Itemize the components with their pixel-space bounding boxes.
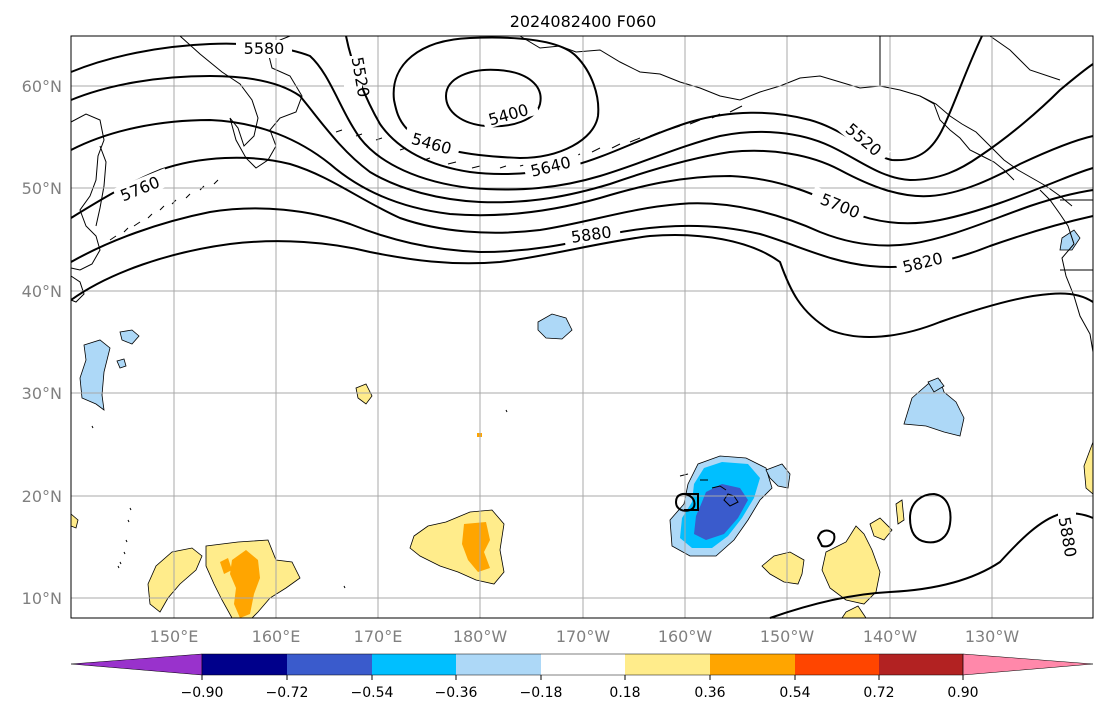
lon-label-130w: 130°W [965, 627, 1020, 646]
alaska-panhandle [919, 95, 1015, 181]
pos-patch-east-4 [895, 499, 905, 525]
contour-5700 [70, 118, 1094, 225]
colorbar-tick-neg018: −0.18 [520, 685, 563, 701]
map-border [70, 35, 1094, 619]
colorbar-tick-neg090: −0.90 [181, 685, 224, 701]
colorbar-seg-neg072 [202, 654, 287, 675]
pacific-islets [91, 409, 508, 589]
pos-patch-mid-core [462, 522, 490, 572]
contour-5880-north [70, 234, 1094, 338]
okhotsk-coast [70, 113, 105, 271]
neg-patch-east-tip [927, 377, 945, 393]
colorbar-tick-neg036: −0.36 [435, 685, 478, 701]
colorbar-extend-low [70, 653, 203, 676]
contour-label-5580: 5580 [244, 39, 285, 58]
sakhalin-coast [95, 145, 107, 227]
lon-label-160w: 160°W [658, 627, 713, 646]
lon-label-180: 180°W [453, 627, 508, 646]
lat-label-10: 10°N [22, 589, 62, 608]
pos-patch-east-1 [761, 551, 805, 585]
colorbar-tick-pos090: 0.90 [947, 685, 978, 701]
contour-5520-west [345, 35, 983, 175]
colorbar-tick-pos036: 0.36 [694, 685, 725, 701]
colorbar-tick-pos054: 0.54 [779, 685, 810, 701]
colorbar-tick-pos018: 0.18 [609, 685, 640, 701]
pos-patch-east-2 [821, 525, 881, 605]
colorbar-extend-high [962, 653, 1094, 676]
graticule [71, 36, 1093, 618]
neg-patch-small-1 [119, 329, 140, 345]
hawaii-islands [679, 473, 739, 507]
lon-label-170w: 170°W [556, 627, 611, 646]
colorbar-seg-neg036 [372, 654, 456, 675]
colorbar-tick-neg072: −0.72 [266, 685, 309, 701]
neg-patch-hawaii-ne [765, 463, 791, 489]
neg-patch-mid [537, 313, 573, 340]
lat-label-20: 20°N [22, 487, 62, 506]
colorbar-tick-neg054: −0.54 [351, 685, 394, 701]
map-title: 2024082400 F060 [510, 12, 657, 31]
bc-coast [1039, 189, 1094, 353]
lat-label-40: 40°N [22, 282, 62, 301]
colorbar-seg-pos072 [879, 654, 963, 675]
neg-patch-canada [1059, 229, 1081, 251]
pos-patch-west-core-2 [220, 558, 232, 574]
contour-labels: 5580 5520 5400 5460 5640 5760 5520 5700 … [112, 39, 1080, 562]
colorbar-seg-neg054 [287, 654, 372, 675]
lat-label-50: 50°N [22, 179, 62, 198]
contour-5760 [70, 156, 1094, 247]
pos-patch-east-3 [869, 517, 893, 541]
colorbar-seg-neg018 [456, 654, 541, 675]
pos-patch-west-core [230, 550, 260, 618]
lon-label-150w: 150°W [760, 627, 815, 646]
colorbar: −0.90 −0.72 −0.54 −0.36 −0.18 0.18 0.36 … [70, 653, 1094, 701]
ocean-background [71, 36, 1093, 618]
alaska-coast [519, 35, 1073, 207]
lon-label-140w: 140°W [863, 627, 918, 646]
contour-5400 [444, 68, 542, 128]
colorbar-seg-pos054 [795, 654, 879, 675]
colorbar-frame [201, 653, 964, 676]
japan-coast [70, 275, 85, 303]
colorbar-seg-pos018 [625, 654, 710, 675]
colorbar-ticks [201, 675, 964, 680]
contour-5640 [70, 74, 1094, 204]
neg-patch-hawaii-core [694, 484, 748, 540]
colorbar-tick-pos072: 0.72 [863, 685, 894, 701]
neg-patch-small-2 [116, 358, 127, 369]
lat-label-30: 30°N [22, 384, 62, 403]
lat-tick-labels: 60°N 50°N 40°N 30°N 20°N 10°N [22, 77, 62, 608]
lon-label-170e: 170°E [354, 627, 403, 646]
contour-hawaii-low [908, 492, 952, 544]
pos-patch-mid-1 [355, 383, 373, 405]
map-panel: 5580 5520 5400 5460 5640 5760 5520 5700 … [70, 35, 1094, 619]
contour-small-ring [816, 529, 836, 548]
contour-5580 [70, 42, 1094, 191]
contour-hawaii-marker [674, 493, 699, 512]
lat-label-60: 60°N [22, 77, 62, 96]
lon-label-160e: 160°E [252, 627, 301, 646]
lon-label-150e: 150°E [150, 627, 199, 646]
lon-tick-labels: 150°E 160°E 170°E 180°W 170°W 160°W 150°… [150, 627, 1020, 646]
colorbar-seg-neutral [541, 654, 625, 675]
height-contours [70, 35, 1094, 619]
kamchatka-coast [179, 35, 303, 169]
pos-patch-west-1 [147, 547, 203, 613]
colorbar-seg-pos036 [710, 654, 795, 675]
